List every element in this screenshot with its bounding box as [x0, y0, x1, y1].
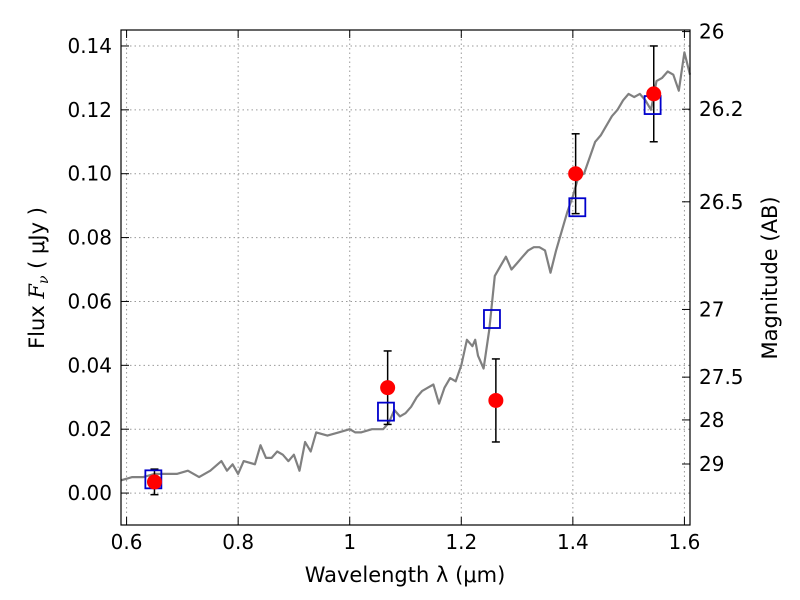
- right-tick-label: 27: [699, 297, 724, 321]
- right-tick-label: 29: [699, 452, 724, 476]
- x-tick-label: 0.8: [222, 530, 254, 554]
- x-axis-label: Wavelength λ (μm): [305, 563, 506, 587]
- model-spectrum-line: [120, 51, 692, 482]
- y-tick-label: 0.04: [67, 353, 112, 377]
- x-tick-label: 1.6: [669, 530, 701, 554]
- right-tick-label: 26.2: [699, 97, 744, 121]
- x-tick-label: 1.2: [445, 530, 477, 554]
- observed-photometry-point: [488, 392, 504, 408]
- x-tick-label: 1.4: [557, 530, 589, 554]
- y-tick-label: 0.14: [67, 34, 112, 58]
- observed-photometry-points: [146, 86, 662, 490]
- observed-photometry-point: [646, 86, 662, 102]
- observed-photometry-point: [146, 474, 162, 490]
- y-tick-label: 0.06: [67, 289, 112, 313]
- x-tick-label: 1: [343, 530, 356, 554]
- synthetic-photometry-square: [568, 197, 587, 218]
- y-axis-label-subscript: ν: [36, 275, 52, 284]
- axis-ticks: 0.6 0.8 1 1.2 1.4 1.6 0.00 0.02 0.04 0.06 0.08 0.10…: [67, 20, 743, 554]
- y-tick-label: 0.12: [67, 98, 112, 122]
- y-axis-label-unit: ( μJy ): [25, 207, 49, 275]
- right-axis-label: Magnitude (AB): [758, 196, 782, 359]
- y-tick-label: 0.02: [67, 417, 112, 441]
- observed-photometry-point: [380, 380, 396, 396]
- right-tick-label: 26.5: [699, 190, 744, 214]
- model-spectrum: [120, 51, 692, 482]
- plot-frame: [120, 29, 691, 526]
- x-tick-label: 0.6: [111, 530, 143, 554]
- synthetic-photometry-square: [483, 309, 501, 329]
- y-tick-label: 0.00: [67, 481, 112, 505]
- y-axis-label-prefix: Flux: [25, 299, 49, 349]
- y-axis-label-symbol: F: [25, 283, 49, 300]
- right-tick-label: 26: [699, 20, 724, 44]
- right-tick-label: 27.5: [699, 365, 744, 389]
- synthetic-photometry-square: [377, 401, 395, 422]
- y-tick-label: 0.08: [67, 226, 112, 250]
- y-tick-label: 0.10: [67, 162, 112, 186]
- observed-photometry-point: [568, 166, 584, 182]
- grid: [121, 30, 690, 525]
- right-tick-label: 28: [699, 408, 724, 432]
- y-axis-label: Flux Fν ( μJy ): [25, 207, 52, 349]
